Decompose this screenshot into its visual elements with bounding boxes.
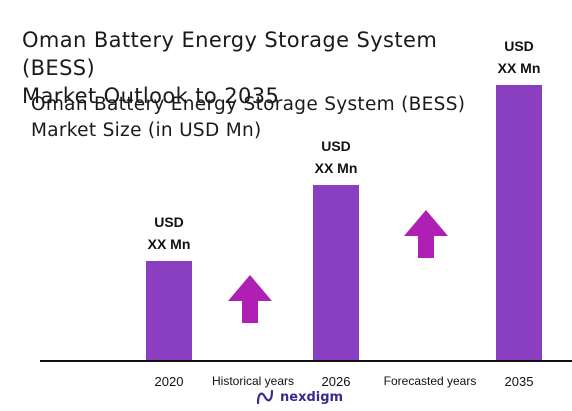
growth-arrow-icon-2 [404, 210, 448, 258]
x-tick-label-2020: 2020 [155, 374, 184, 389]
nexdigm-logo-icon [256, 389, 274, 405]
chart-subtitle-line-1: Oman Battery Energy Storage System (BESS… [31, 94, 466, 115]
period-label-historical: Historical years [212, 374, 294, 388]
brand-name: nexdigm [280, 389, 344, 405]
bars-group [146, 85, 542, 361]
chart-subtitle: Oman Battery Energy Storage System (BESS… [31, 92, 491, 144]
data-label-2026-line-1: USD [321, 138, 351, 154]
data-label-2035-line-1: USD [504, 38, 534, 54]
chart-title: Oman Battery Energy Storage System (BESS… [22, 26, 492, 110]
chart-title-line-1: Oman Battery Energy Storage System (BESS… [22, 28, 438, 80]
growth-arrows-group [228, 210, 448, 323]
brand-logo: nexdigm [256, 387, 343, 407]
data-label-2026-line-2: XX Mn [315, 160, 358, 176]
bar-2026 [313, 185, 359, 361]
period-label-forecasted: Forecasted years [384, 374, 477, 388]
bar-2020 [146, 261, 192, 361]
x-tick-label-2035: 2035 [505, 374, 534, 389]
growth-arrow-icon-1 [228, 275, 272, 323]
chart-subtitle-line-2: Market Size (in USD Mn) [31, 120, 262, 141]
chart-title-line-2: Market Outlook to 2035 [22, 84, 280, 108]
bar-2035 [496, 85, 542, 361]
x-tick-label-2026: 2026 [322, 374, 351, 389]
labels-group: USD XX Mn 2020 USD XX Mn 2026 USD XX Mn 2035 Hist… [148, 38, 541, 389]
data-label-2020-line-2: XX Mn [148, 236, 191, 252]
data-label-2035-line-2: XX Mn [498, 60, 541, 76]
data-label-2020-line-1: USD [154, 214, 184, 230]
